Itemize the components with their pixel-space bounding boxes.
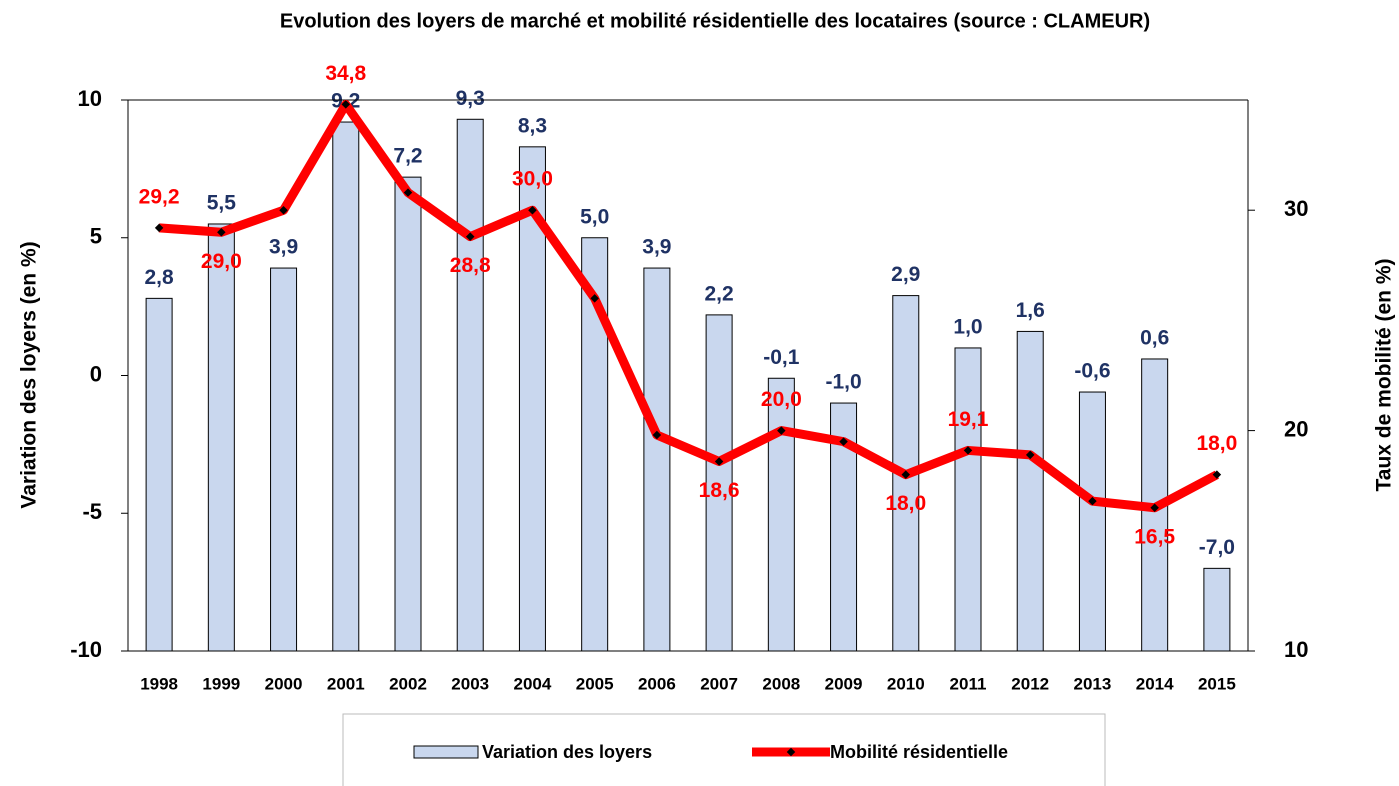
line-marker	[901, 470, 911, 479]
line	[158, 99, 1220, 513]
line-value-label: 29,2	[139, 185, 180, 208]
bar-value-label: 2,9	[891, 263, 920, 286]
line-marker	[714, 457, 724, 466]
y-tick-label: 5	[90, 224, 102, 249]
bar-value-label: 9,3	[456, 87, 485, 110]
line-value-label: 18,6	[699, 479, 740, 502]
x-tick-label: 2015	[1198, 674, 1236, 693]
x-tick-label: 2011	[950, 674, 987, 693]
bar	[954, 347, 982, 652]
bar-value-label: -1,0	[825, 371, 861, 394]
bar	[145, 297, 173, 652]
bar	[270, 267, 298, 652]
bar	[456, 118, 484, 652]
x-tick-label: 2002	[389, 674, 427, 693]
legend-bar-swatch	[413, 745, 479, 759]
line-marker	[341, 100, 351, 109]
bar-value-label: -0,6	[1074, 360, 1110, 383]
x-tick-label: 2012	[1011, 674, 1049, 693]
bar-value-label: 7,2	[393, 145, 422, 168]
legend-label: Mobilité résidentielle	[830, 742, 1008, 762]
line-marker	[1150, 503, 1159, 512]
bar	[705, 314, 733, 652]
bar	[332, 121, 360, 652]
x-tick-label: 2014	[1136, 674, 1174, 693]
line-value-label: 34,8	[325, 62, 366, 85]
bar-value-label: -7,0	[1199, 536, 1235, 559]
legend-line-marker	[786, 747, 796, 757]
y-tick-label: 0	[90, 361, 102, 386]
line-value-label: 30,0	[512, 168, 553, 191]
line-marker	[154, 223, 164, 233]
line-marker	[279, 205, 288, 215]
line-marker	[1212, 470, 1222, 479]
bar-value-label: 5,0	[580, 205, 609, 228]
bar	[1203, 567, 1231, 652]
bar-value-label: 1,6	[1016, 299, 1045, 322]
x-tick-label: 2001	[327, 674, 365, 693]
bar-value-label: 3,9	[269, 236, 298, 259]
bar-value-label: 8,3	[518, 114, 547, 137]
x-tick-label: 2010	[887, 674, 925, 693]
x-tick-label: 2005	[576, 674, 614, 693]
bar	[643, 267, 671, 652]
y-tick-label: 10	[78, 86, 102, 111]
line-marker	[839, 437, 848, 446]
bar	[394, 176, 422, 652]
bar	[207, 223, 235, 652]
line-value-label: 18,0	[1196, 432, 1237, 455]
y-tick-label: -10	[70, 637, 102, 662]
line-marker	[1088, 496, 1097, 506]
line-marker	[1025, 450, 1035, 460]
bar-value-label: 0,6	[1140, 327, 1169, 350]
line-value-label: 18,0	[885, 492, 926, 515]
bar-value-label: -0,1	[763, 346, 800, 369]
line-marker	[652, 430, 662, 440]
x-tick-label: 1999	[202, 674, 240, 693]
x-tick-label: 1998	[140, 674, 178, 693]
line-value-label: 29,0	[201, 250, 242, 273]
bar	[767, 377, 795, 652]
y2-tick-label: 10	[1284, 637, 1308, 662]
line-marker	[403, 188, 413, 197]
x-tick-label: 2003	[451, 674, 489, 693]
x-tick-label: 2006	[638, 674, 676, 693]
bar-value-label: 3,9	[642, 236, 671, 259]
x-tick-label: 2008	[762, 674, 800, 693]
y-tick-label: -5	[82, 499, 102, 524]
line-marker	[777, 426, 786, 435]
x-tick-label: 2007	[700, 674, 738, 693]
y-axis-label: Variation des loyers (en %)	[18, 241, 41, 508]
line-value-label: 20,0	[761, 388, 802, 411]
bar	[1016, 330, 1044, 652]
x-tick-label: 2004	[514, 674, 552, 693]
chart-title: Evolution des loyers de marché et mobili…	[280, 10, 1150, 32]
line-marker	[590, 294, 599, 303]
bar-value-label: 1,0	[953, 315, 982, 338]
line-marker	[217, 227, 226, 237]
line-value-label: 19,1	[948, 408, 989, 431]
bar-value-label: 2,8	[145, 266, 175, 289]
legend-label: Variation des loyers	[482, 742, 652, 762]
x-tick-label: 2013	[1074, 674, 1112, 693]
bar-value-label: 5,5	[207, 192, 237, 215]
bar-value-label: 2,2	[705, 282, 734, 305]
bar	[1078, 391, 1106, 652]
line-marker	[465, 232, 475, 241]
bar	[518, 146, 546, 652]
line-marker	[963, 446, 973, 455]
x-tick-label: 2000	[265, 674, 303, 693]
line-value-label: 28,8	[450, 254, 491, 277]
line-value-label: 16,5	[1134, 525, 1175, 548]
x-tick-label: 2009	[825, 674, 863, 693]
y2-tick-label: 20	[1284, 416, 1308, 441]
y2-tick-label: 30	[1284, 196, 1308, 221]
y2-axis-label: Taux de mobilité (en %)	[1373, 259, 1396, 492]
